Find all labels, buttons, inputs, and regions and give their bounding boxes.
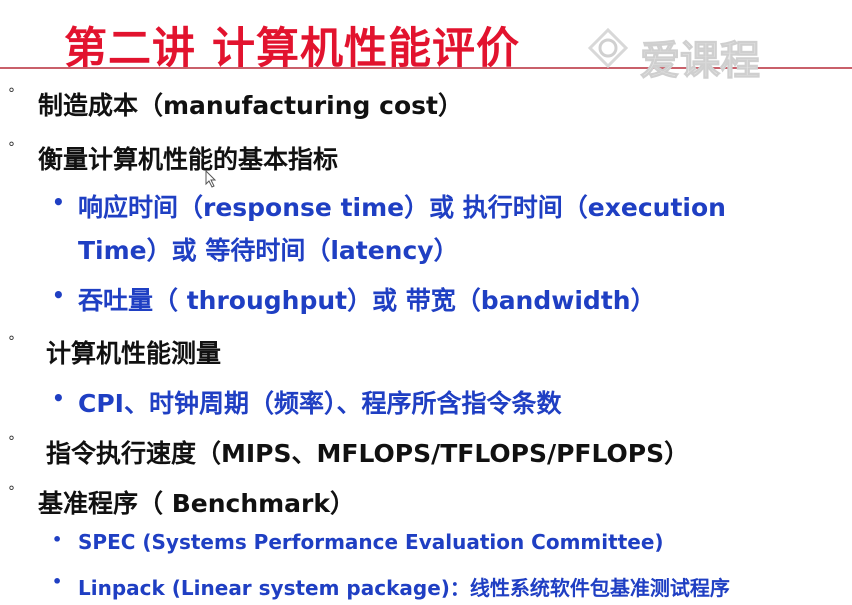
bullet: °	[8, 484, 15, 500]
mouse-cursor-icon	[205, 170, 217, 188]
list-item: 基准程序（ Benchmark）	[38, 489, 356, 518]
sub-list-item: 吞吐量（ throughput）或 带宽（bandwidth）	[78, 286, 656, 315]
sub-list-item: Linpack (Linear system package)：线性系统软件包基…	[78, 576, 730, 600]
bullet: °	[8, 334, 15, 350]
sub-list-item: SPEC (Systems Performance Evaluation Com…	[78, 530, 664, 554]
sub-bullet: •	[52, 572, 63, 591]
list-item: 衡量计算机性能的基本指标	[38, 145, 339, 174]
watermark-text: 爱课程	[640, 38, 761, 85]
list-item: 指令执行速度（MIPS、MFLOPS/TFLOPS/PFLOPS）	[46, 439, 690, 468]
list-item: 制造成本（manufacturing cost）	[38, 91, 463, 120]
title-divider	[0, 67, 852, 69]
sub-list-item-continuation: Time）或 等待时间（latency）	[78, 236, 459, 265]
slide-title: 第二讲 计算机性能评价	[64, 24, 520, 74]
bullet: °	[8, 140, 15, 156]
sub-bullet: •	[52, 283, 65, 307]
sub-bullet: •	[52, 386, 65, 410]
list-item: 计算机性能测量	[46, 339, 222, 368]
sub-bullet: •	[52, 190, 65, 214]
sub-list-item: CPI、时钟周期（频率）、程序所含指令条数	[78, 389, 562, 418]
bullet: °	[8, 86, 15, 102]
sub-list-item: 响应时间（response time）或 执行时间（execution	[78, 193, 726, 222]
bullet: °	[8, 434, 15, 450]
watermark-logo-icon	[587, 27, 629, 69]
sub-bullet: •	[52, 530, 63, 549]
